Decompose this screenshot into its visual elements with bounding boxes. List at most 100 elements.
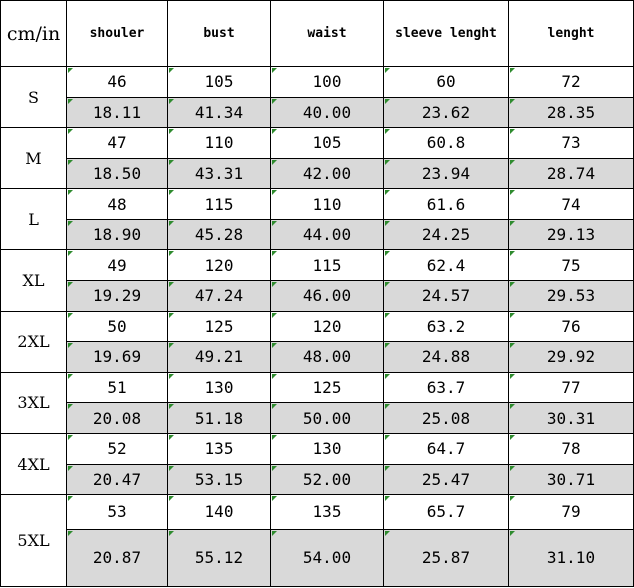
size-label: XL (0, 249, 67, 312)
cm-value-cell: 63.7 (383, 371, 509, 404)
cm-value-cell: 48 (66, 188, 168, 220)
size-rows: S 46 105 100 60 72 18.11 41.34 40.00 23.62 28.35 M 4… (0, 65, 634, 588)
cm-value-cell: 49 (66, 249, 168, 282)
inch-value-cell: 28.35 (508, 96, 634, 129)
cm-value-cell: 47 (66, 127, 168, 159)
cm-value-cell: 120 (270, 310, 384, 343)
cm-value-cell: 120 (167, 249, 271, 282)
size-row-cm: 5XL 53 140 135 65.7 79 (0, 494, 634, 587)
cm-value-cell: 79 (508, 494, 634, 530)
size-row-inch: 20.08 51.18 50.00 25.08 30.31 (1, 402, 634, 434)
inch-value-cell: 47.24 (167, 280, 271, 312)
cm-value-cell: 63.2 (383, 310, 509, 343)
size-label: M (0, 127, 67, 190)
cm-value-cell: 130 (167, 371, 271, 404)
inch-value-cell: 52.00 (270, 463, 384, 496)
column-header-bust: bust (167, 0, 271, 67)
cm-value-cell: 77 (508, 371, 634, 404)
size-row-cm: XL 49 120 115 62.4 75 (0, 249, 634, 312)
size-row-inch: 20.87 55.12 54.00 25.87 31.10 (1, 528, 634, 588)
cm-value-cell: 61.6 (383, 188, 509, 220)
cm-value-cell: 51 (66, 371, 168, 404)
size-row-inch: 18.50 43.31 42.00 23.94 28.74 (1, 157, 634, 190)
cm-value-cell: 74 (508, 188, 634, 220)
inch-value-cell: 18.90 (66, 218, 168, 251)
inch-value-cell: 50.00 (270, 402, 384, 434)
inch-value-cell: 51.18 (167, 402, 271, 434)
inch-value-cell: 29.53 (508, 280, 634, 312)
inch-value-cell: 46.00 (270, 280, 384, 312)
column-header-sleeve-length: sleeve lenght (383, 0, 509, 67)
cm-value-cell: 105 (270, 127, 384, 159)
size-row-cm: 2XL 50 125 120 63.2 76 (0, 310, 634, 373)
size-label: 5XL (0, 494, 67, 587)
inch-value-cell: 20.47 (66, 463, 168, 496)
inch-value-cell: 43.31 (167, 157, 271, 190)
inch-value-cell: 41.34 (167, 96, 271, 129)
inch-value-cell: 23.94 (383, 157, 509, 190)
inch-value-cell: 25.87 (383, 528, 509, 588)
inch-value-cell: 19.29 (66, 280, 168, 312)
cm-value-cell: 60 (383, 66, 509, 98)
inch-value-cell: 29.92 (508, 341, 634, 373)
column-header-shoulder: shouler (66, 0, 168, 67)
inch-value-cell: 40.00 (270, 96, 384, 129)
inch-value-cell: 53.15 (167, 463, 271, 496)
size-row-inch: 20.47 53.15 52.00 25.47 30.71 (1, 463, 634, 496)
inch-value-cell: 23.62 (383, 96, 509, 129)
cm-value-cell: 125 (270, 371, 384, 404)
inch-value-cell: 49.21 (167, 341, 271, 373)
cm-value-cell: 75 (508, 249, 634, 282)
size-row-cm: M 47 110 105 60.8 73 (0, 127, 634, 190)
inch-value-cell: 42.00 (270, 157, 384, 190)
cm-value-cell: 125 (167, 310, 271, 343)
inch-value-cell: 18.11 (66, 96, 168, 129)
cm-value-cell: 110 (270, 188, 384, 220)
cm-value-cell: 100 (270, 66, 384, 98)
cm-value-cell: 115 (270, 249, 384, 282)
cm-value-cell: 72 (508, 66, 634, 98)
size-label: 2XL (0, 310, 67, 373)
size-row-inch: 19.69 49.21 48.00 24.88 29.92 (1, 341, 634, 373)
inch-value-cell: 18.50 (66, 157, 168, 190)
size-label: S (0, 65, 67, 129)
inch-value-cell: 25.08 (383, 402, 509, 434)
inch-value-cell: 24.25 (383, 218, 509, 251)
cm-value-cell: 73 (508, 127, 634, 159)
inch-value-cell: 45.28 (167, 218, 271, 251)
header-row: cm/in shouler bust waist sleeve lenght l… (0, 0, 634, 67)
unit-corner-label: cm/in (0, 0, 67, 67)
column-header-length: lenght (508, 0, 634, 67)
size-label: 3XL (0, 371, 67, 434)
inch-value-cell: 55.12 (167, 528, 271, 588)
inch-value-cell: 28.74 (508, 157, 634, 190)
inch-value-cell: 44.00 (270, 218, 384, 251)
inch-value-cell: 19.69 (66, 341, 168, 373)
cm-value-cell: 60.8 (383, 127, 509, 159)
inch-value-cell: 30.31 (508, 402, 634, 434)
size-row-inch: 19.29 47.24 46.00 24.57 29.53 (1, 280, 634, 312)
cm-value-cell: 78 (508, 432, 634, 465)
inch-value-cell: 24.57 (383, 280, 509, 312)
cm-value-cell: 50 (66, 310, 168, 343)
size-row-inch: 18.11 41.34 40.00 23.62 28.35 (1, 96, 634, 129)
cm-value-cell: 52 (66, 432, 168, 465)
cm-value-cell: 62.4 (383, 249, 509, 282)
cm-value-cell: 65.7 (383, 494, 509, 530)
size-label: 4XL (0, 432, 67, 496)
size-row-cm: L 48 115 110 61.6 74 (0, 188, 634, 251)
size-row-cm: 4XL 52 135 130 64.7 78 (0, 432, 634, 496)
cm-value-cell: 140 (167, 494, 271, 530)
inch-value-cell: 29.13 (508, 218, 634, 251)
cm-value-cell: 115 (167, 188, 271, 220)
size-row-cm: S 46 105 100 60 72 (0, 65, 634, 129)
cm-value-cell: 110 (167, 127, 271, 159)
cm-value-cell: 53 (66, 494, 168, 530)
cm-value-cell: 64.7 (383, 432, 509, 465)
cm-value-cell: 135 (167, 432, 271, 465)
size-row-inch: 18.90 45.28 44.00 24.25 29.13 (1, 218, 634, 251)
inch-value-cell: 48.00 (270, 341, 384, 373)
inch-value-cell: 30.71 (508, 463, 634, 496)
cm-value-cell: 76 (508, 310, 634, 343)
